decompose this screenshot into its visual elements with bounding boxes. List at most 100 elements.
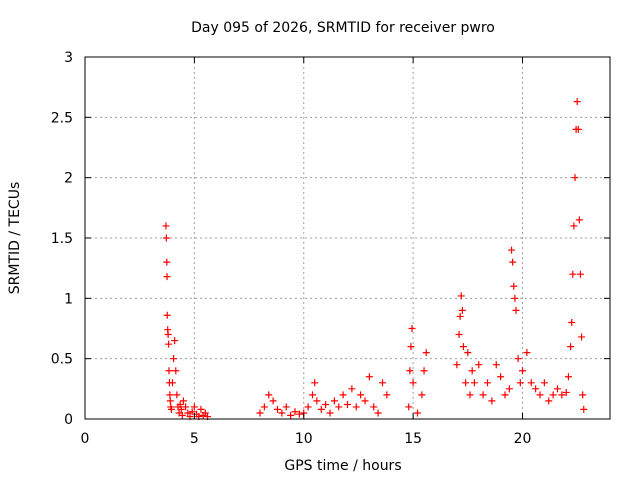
data-point <box>256 409 264 417</box>
data-point <box>576 270 584 278</box>
data-point <box>492 361 500 369</box>
data-point <box>580 405 588 413</box>
data-point <box>570 222 578 230</box>
data-point <box>475 361 483 369</box>
data-point <box>509 258 517 266</box>
data-point <box>511 294 519 302</box>
grid-lines <box>85 57 610 419</box>
data-point <box>420 367 428 375</box>
y-tick-label: 1 <box>64 291 73 307</box>
data-point <box>169 379 176 387</box>
data-point <box>405 403 413 411</box>
data-point <box>182 403 190 411</box>
data-point <box>313 397 321 405</box>
data-point <box>274 405 281 413</box>
data-point <box>536 391 544 399</box>
data-point <box>532 385 540 393</box>
data-point <box>295 410 303 418</box>
data-point <box>510 282 518 290</box>
data-point <box>527 379 535 387</box>
data-point <box>574 125 582 133</box>
data-point <box>514 355 522 363</box>
data-point <box>523 349 531 357</box>
data-point <box>464 349 472 357</box>
data-point <box>163 258 171 266</box>
data-point <box>269 397 277 405</box>
data-point <box>407 343 415 351</box>
y-axis-label: SRMTID / TECUs <box>7 182 23 295</box>
data-point <box>163 311 171 319</box>
data-point <box>508 246 516 254</box>
data-point <box>167 405 175 413</box>
x-tick-label: 0 <box>81 431 90 447</box>
data-point <box>488 397 496 405</box>
data-point <box>357 391 365 399</box>
data-point <box>335 403 343 411</box>
data-point <box>562 388 570 396</box>
y-tick-label: 1.5 <box>51 231 73 247</box>
data-point <box>568 318 576 326</box>
axis-ticks: 0 5 10 15 20 0 0.5 1 1.5 2 2.5 3 <box>51 50 610 447</box>
data-point <box>554 385 561 393</box>
data-point <box>540 379 548 387</box>
data-point <box>201 409 209 417</box>
data-point <box>516 379 524 387</box>
data-point <box>501 391 509 399</box>
data-point <box>418 391 426 399</box>
data-point <box>166 391 174 399</box>
data-point <box>170 355 178 363</box>
data-point <box>184 409 192 417</box>
y-tick-label: 2.5 <box>51 110 73 126</box>
data-point <box>348 385 356 393</box>
data-point <box>322 401 330 409</box>
data-point <box>573 98 581 106</box>
data-point <box>458 306 466 314</box>
data-point <box>409 379 417 387</box>
data-point <box>304 403 312 411</box>
data-point <box>466 391 474 399</box>
data-point <box>278 409 286 417</box>
data-point <box>457 292 465 300</box>
y-tick-label: 2 <box>64 171 73 187</box>
data-point <box>453 361 461 369</box>
data-point <box>173 391 181 399</box>
y-tick-label: 3 <box>64 50 73 66</box>
y-tick-label: 0 <box>64 412 73 428</box>
data-point <box>456 312 464 320</box>
data-point <box>408 325 416 332</box>
data-point <box>188 408 196 416</box>
data-point <box>484 379 491 387</box>
data-point <box>177 405 185 413</box>
x-tick-label: 20 <box>514 431 532 447</box>
data-point <box>330 397 338 405</box>
data-point <box>567 343 575 351</box>
data-point <box>352 403 360 411</box>
data-point <box>558 391 566 399</box>
data-point <box>505 385 513 393</box>
data-point <box>406 367 414 375</box>
data-point <box>564 373 572 381</box>
data-point <box>179 397 187 405</box>
data-point <box>468 367 476 375</box>
data-point <box>365 373 373 381</box>
data-point <box>172 367 180 375</box>
data-point <box>569 270 577 278</box>
data-point <box>165 367 173 375</box>
data-point <box>455 331 463 339</box>
data-point <box>197 405 205 413</box>
data-point <box>178 411 186 419</box>
data-point <box>165 340 173 348</box>
chart-title: Day 095 of 2026, SRMTID for receiver pwr… <box>191 20 495 36</box>
data-point <box>164 331 172 339</box>
data-point <box>519 367 526 375</box>
data-point <box>311 379 319 387</box>
data-point <box>549 391 557 399</box>
data-point <box>571 174 579 182</box>
x-tick-label: 5 <box>190 431 199 447</box>
data-point <box>374 409 382 417</box>
data-point <box>265 391 273 399</box>
data-point <box>422 349 430 357</box>
data-point <box>176 401 184 409</box>
data-point <box>575 216 583 224</box>
x-tick-label: 10 <box>295 431 313 447</box>
